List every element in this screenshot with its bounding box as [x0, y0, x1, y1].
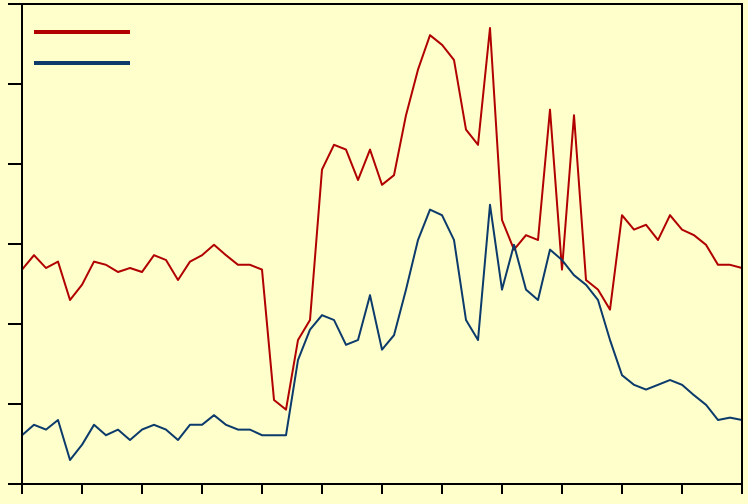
ticks [8, 3, 743, 494]
plot-lines [21, 27, 743, 461]
series-line [21, 203, 743, 461]
plot-frame [21, 3, 743, 485]
series-line [21, 27, 743, 411]
legend [34, 30, 130, 65]
